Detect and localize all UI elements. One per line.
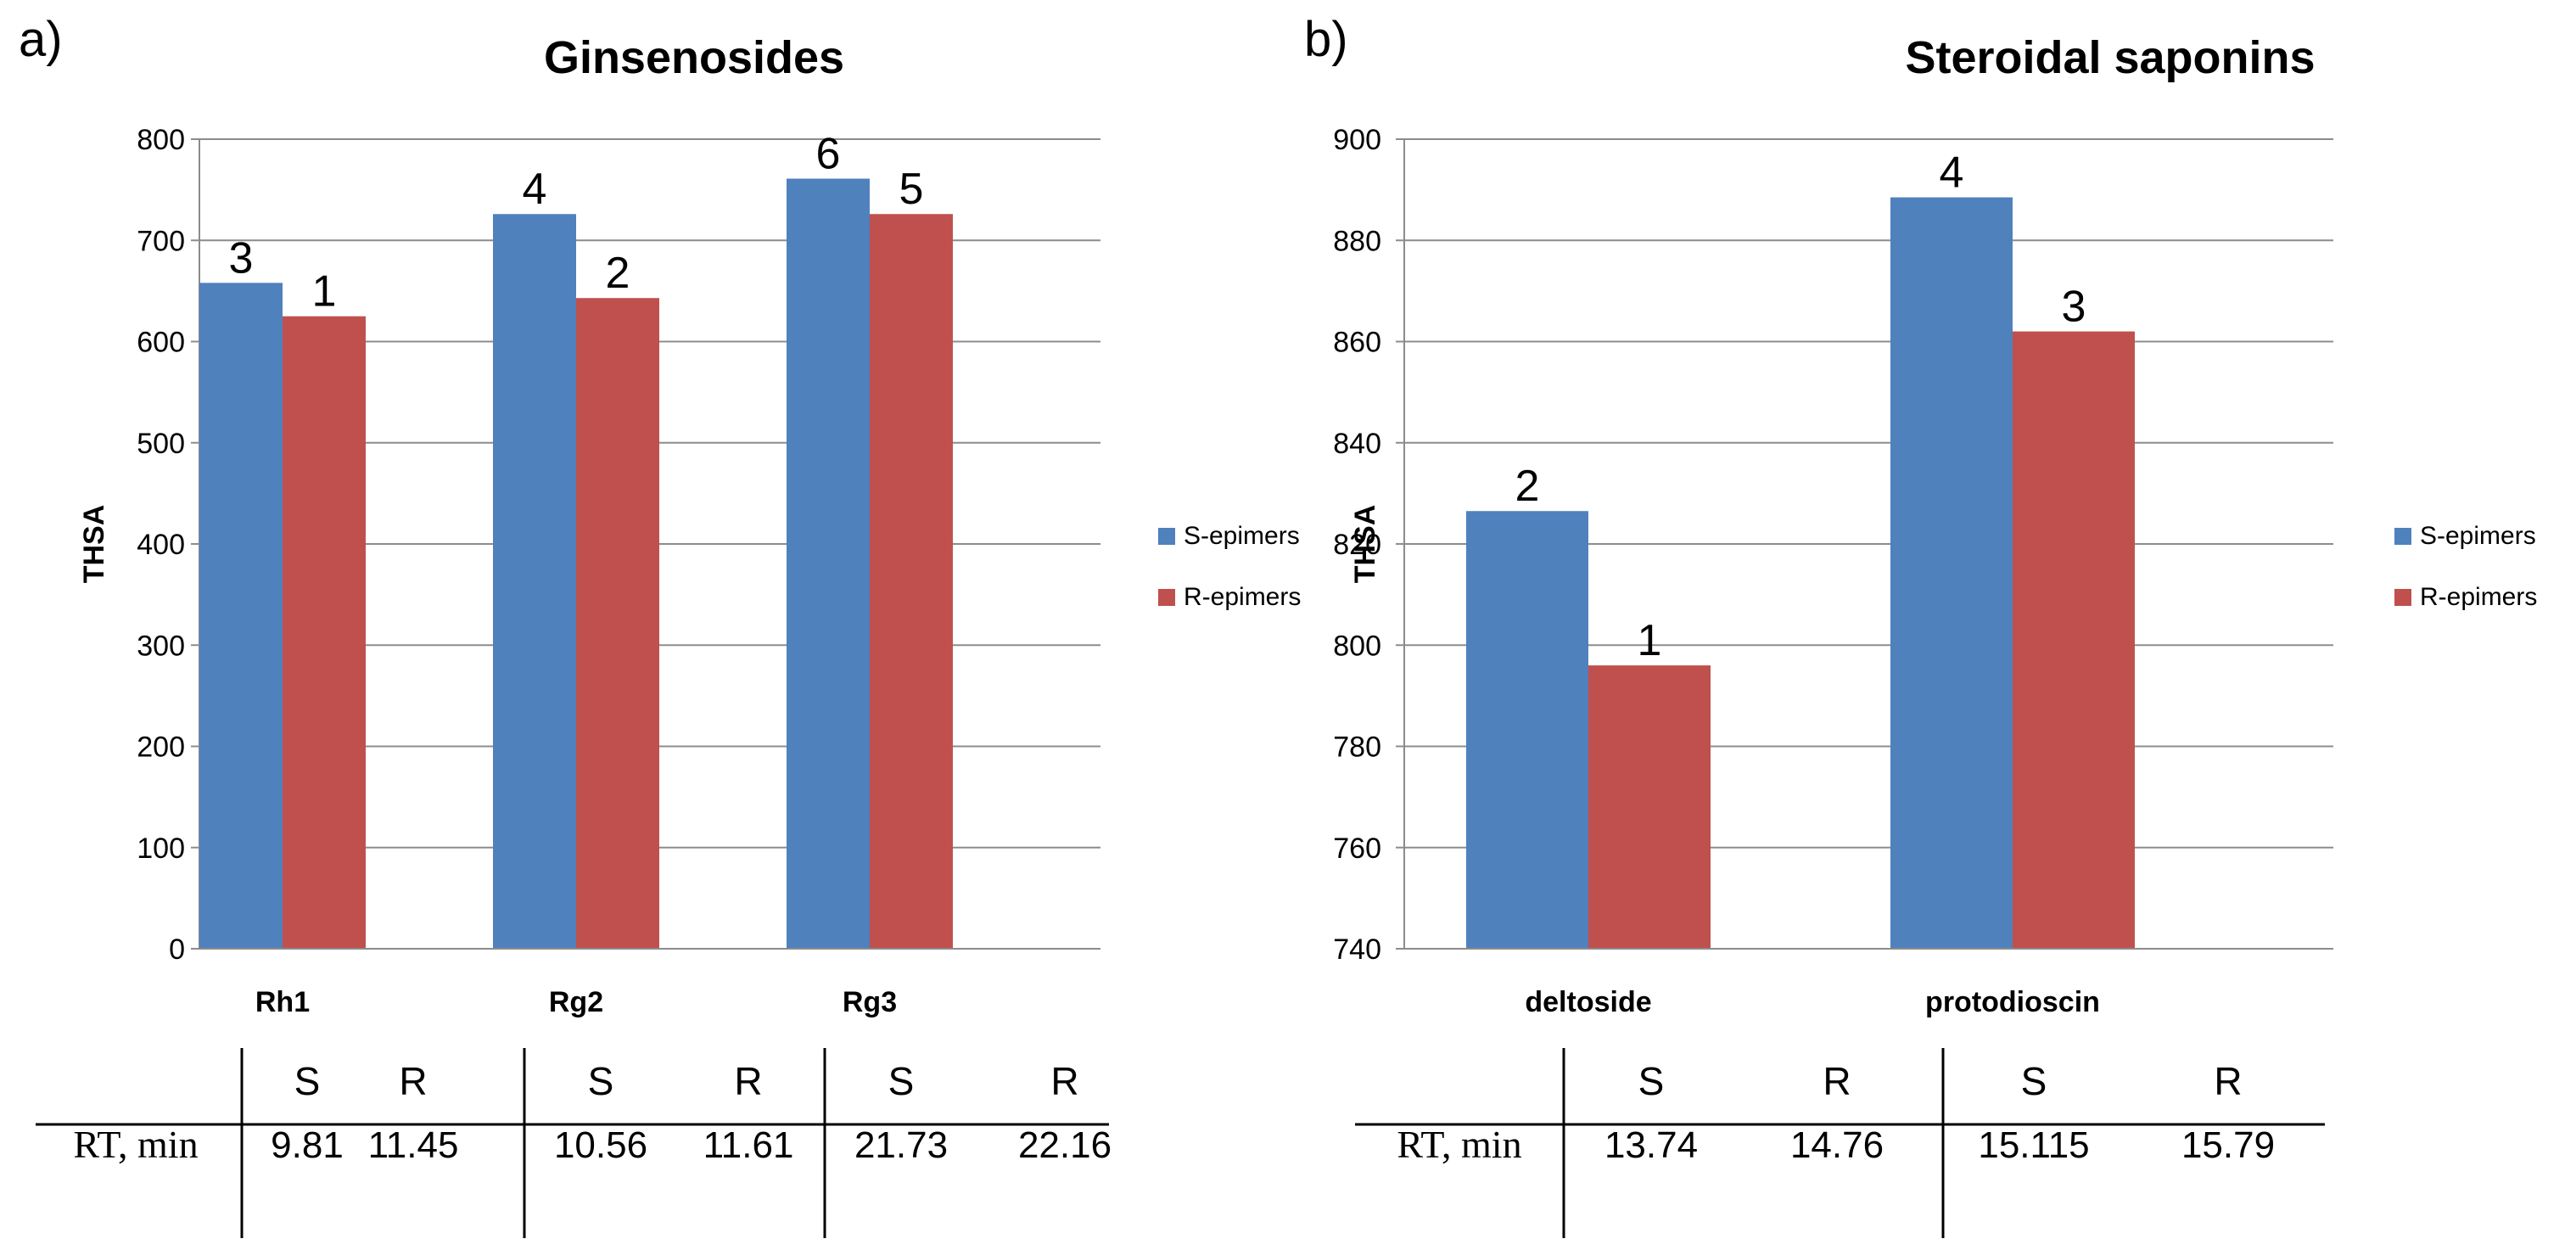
y-tick-label: 880 [1333,225,1381,257]
table-header-cell: S [888,1059,915,1103]
legend-swatch [1158,528,1175,545]
data-label: 3 [229,233,254,283]
legend-swatch [2394,528,2411,545]
y-tick-label: 0 [169,933,185,966]
y-tick-label: 900 [1333,124,1381,156]
rt-table: S R S R RT, min 13.74 14.76 15.115 15.79 [1355,1048,2325,1238]
panel-letter: a) [19,12,63,67]
table-header-cell: R [399,1059,427,1103]
table-row-label: RT, min [1397,1123,1521,1166]
category-label: Rg2 [549,986,603,1018]
y-tick-label: 700 [137,225,185,257]
y-tick-label: 780 [1333,732,1381,764]
rt-table: S R S R S R RT, min 9.81 11.45 10.56 11.61 21.73 22.… [36,1048,1112,1238]
legend-swatch [1158,589,1175,606]
legend: S-epimers R-epimers [2394,522,2537,611]
data-label: 5 [899,165,924,214]
bar-s-epimers-rg3 [787,178,870,949]
table-header-cell: R [734,1059,762,1103]
y-tick-label: 860 [1333,327,1381,359]
table-row-label: RT, min [73,1123,198,1166]
bar-r-epimers-protodioscin [2013,331,2135,949]
legend-entry: S-epimers [2420,522,2536,550]
data-label: 2 [1515,462,1540,511]
data-label: 2 [606,249,630,298]
y-tick-label: 800 [137,124,185,156]
category-label: Rh1 [255,986,310,1018]
y-tick-label: 600 [137,327,185,359]
bar-s-epimers-deltoside [1466,511,1588,949]
data-label: 1 [312,267,337,317]
y-tick-label: 800 [1333,630,1381,662]
chart-ginsenosides: a) Ginsenosides 0 100 200 300 400 500 600 700 800 T… [19,12,1301,1238]
y-tick-label: 820 [1333,529,1381,561]
table-cell: 22.16 [1018,1124,1112,1166]
bar-r-epimers-deltoside [1588,665,1711,949]
data-label: 1 [1638,616,1662,665]
chart-title: Steroidal saponins [1905,32,2315,83]
data-label: 6 [816,130,841,179]
table-cell: 11.61 [703,1124,794,1166]
y-tick-label: 200 [137,732,185,764]
table-header-cell: S [2021,1059,2047,1103]
data-label: 4 [523,165,547,214]
table-cell: 10.56 [554,1124,647,1166]
category-label: protodioscin [1925,986,2100,1018]
bar-r-epimers-rg3 [870,214,953,949]
y-axis-label: THSA [78,505,110,584]
table-header-cell: S [588,1059,614,1103]
bar-r-epimers-rg2 [576,298,659,949]
category-label: Rg3 [843,986,897,1018]
table-cell: 15.115 [1978,1124,2089,1166]
y-tick-label: 100 [137,832,185,865]
legend-entry: R-epimers [1184,583,1301,611]
data-label: 4 [1940,149,1964,198]
bar-r-epimers-rh1 [283,316,366,949]
table-cell: 15.79 [2181,1124,2275,1166]
table-cell: 14.76 [1790,1124,1884,1166]
y-tick-label: 400 [137,529,185,561]
y-tick-label: 740 [1333,933,1381,966]
chart-steroidal-saponins: b) Steroidal saponins 740 760 780 800 820 840 86… [1304,12,2537,1238]
bar-s-epimers-rh1 [199,283,283,950]
bar-s-epimers-rg2 [493,214,576,949]
table-header-cell: R [2214,1059,2242,1103]
table-header-cell: R [1823,1059,1851,1103]
table-cell: 21.73 [854,1124,948,1166]
y-tick-label: 840 [1333,428,1381,460]
table-header-cell: S [294,1059,321,1103]
legend-entry: R-epimers [2420,583,2537,611]
legend-entry: S-epimers [1184,522,1300,550]
chart-title: Ginsenosides [544,32,844,83]
legend: S-epimers R-epimers [1158,522,1301,611]
table-cell: 11.45 [368,1124,459,1166]
legend-swatch [2394,589,2411,606]
table-cell: 9.81 [271,1124,344,1166]
panel-letter: b) [1304,12,1348,67]
category-label: deltoside [1525,986,1651,1018]
bar-s-epimers-protodioscin [1890,197,2013,950]
data-label: 3 [2062,283,2086,332]
y-tick-label: 500 [137,428,185,460]
table-header-cell: R [1050,1059,1078,1103]
y-tick-label: 300 [137,630,185,662]
y-tick-label: 760 [1333,832,1381,865]
table-cell: 13.74 [1604,1124,1698,1166]
table-header-cell: S [1638,1059,1665,1103]
y-axis-label: THSA [1349,505,1381,584]
